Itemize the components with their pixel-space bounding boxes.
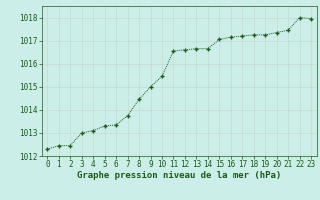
- X-axis label: Graphe pression niveau de la mer (hPa): Graphe pression niveau de la mer (hPa): [77, 171, 281, 180]
